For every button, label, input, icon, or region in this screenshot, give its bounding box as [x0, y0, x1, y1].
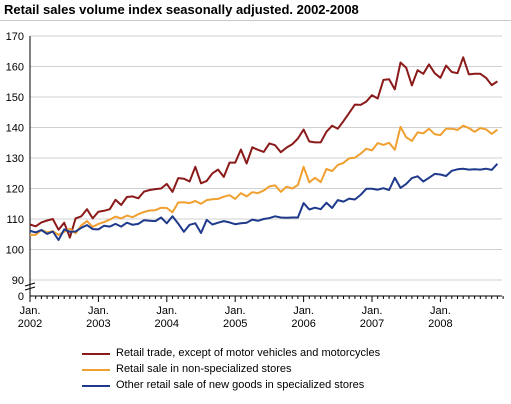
title-divider	[0, 20, 511, 21]
series-line-2	[29, 163, 499, 241]
x-tick-label-year: 2008	[428, 318, 452, 330]
legend-label-retail-trade: Retail trade, except of motor vehicles a…	[116, 347, 381, 359]
y-tick-label: 0	[18, 291, 24, 303]
x-tick-label-month: Jan.	[156, 305, 177, 317]
y-tick-label: 130	[6, 153, 24, 165]
y-tick-label: 140	[6, 123, 24, 135]
y-tick-label: 90	[12, 275, 24, 287]
legend-item-retail-trade: Retail trade, except of motor vehicles a…	[82, 346, 482, 362]
x-tick-label-year: 2003	[86, 318, 110, 330]
y-tick-label: 100	[6, 245, 24, 257]
legend-label-specialized: Other retail sale of new goods in specia…	[116, 379, 365, 391]
legend-label-non-specialized: Retail sale in non-specialized stores	[116, 363, 292, 375]
y-tick-label: 150	[6, 92, 24, 104]
x-tick-label-month: Jan.	[20, 305, 41, 317]
x-tick-label-year: 2004	[155, 318, 179, 330]
x-tick-label-year: 2007	[360, 318, 384, 330]
y-tick-label: 110	[6, 214, 24, 226]
y-tick-label: 160	[6, 62, 24, 74]
x-tick-label-month: Jan.	[88, 305, 109, 317]
legend-swatch-retail-trade	[82, 353, 110, 355]
x-tick-label-month: Jan.	[293, 305, 314, 317]
legend-item-specialized: Other retail sale of new goods in specia…	[82, 378, 482, 394]
y-tick-label: 120	[6, 184, 24, 196]
series-line-0	[29, 56, 498, 239]
x-tick-label-month: Jan.	[362, 305, 383, 317]
chart-title: Retail sales volume index seasonally adj…	[4, 2, 359, 17]
series-line-1	[30, 124, 499, 236]
line-chart: 090100110120130140150160170Jan.2002Jan.2…	[6, 31, 504, 330]
x-tick-label-year: 2006	[291, 318, 315, 330]
legend: Retail trade, except of motor vehicles a…	[82, 346, 482, 394]
legend-item-non-specialized: Retail sale in non-specialized stores	[82, 362, 482, 378]
x-tick-label-month: Jan.	[225, 305, 246, 317]
legend-swatch-specialized	[82, 385, 110, 387]
x-tick-label-month: Jan.	[430, 305, 451, 317]
x-tick-label-year: 2002	[18, 318, 42, 330]
x-tick-label-year: 2005	[223, 318, 247, 330]
y-tick-label: 170	[6, 31, 24, 43]
axis-break-mark	[24, 282, 36, 287]
legend-swatch-non-specialized	[82, 369, 110, 371]
axis-break-mark	[24, 286, 36, 291]
